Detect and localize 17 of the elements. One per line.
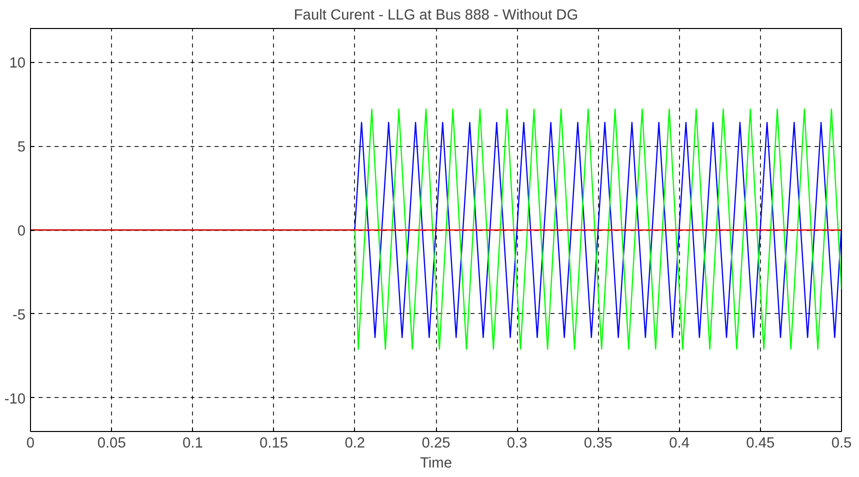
x-tick-label: 0.5 xyxy=(831,436,852,452)
x-axis-title: Time xyxy=(420,456,452,472)
y-tick-label: 10 xyxy=(9,56,26,72)
x-tick-label: 0.1 xyxy=(182,436,203,452)
y-tick-label: 0 xyxy=(17,224,26,240)
x-tick-label: 0.4 xyxy=(669,436,690,452)
y-tick-label: -5 xyxy=(12,307,26,324)
x-tick-label: 0.25 xyxy=(422,436,450,452)
x-tick-label: 0.2 xyxy=(344,436,366,452)
x-tick-label: 0.05 xyxy=(97,436,126,452)
x-tick-label: 0.45 xyxy=(746,436,775,452)
chart-title: Fault Curent - LLG at Bus 888 - Without DG xyxy=(294,8,578,24)
x-tick-label: 0.35 xyxy=(584,436,612,452)
y-tick-label: 5 xyxy=(17,140,26,156)
x-tick-label: 0.15 xyxy=(260,436,288,452)
x-tick-label: 0.3 xyxy=(506,436,528,452)
y-tick-label: -10 xyxy=(4,391,26,408)
